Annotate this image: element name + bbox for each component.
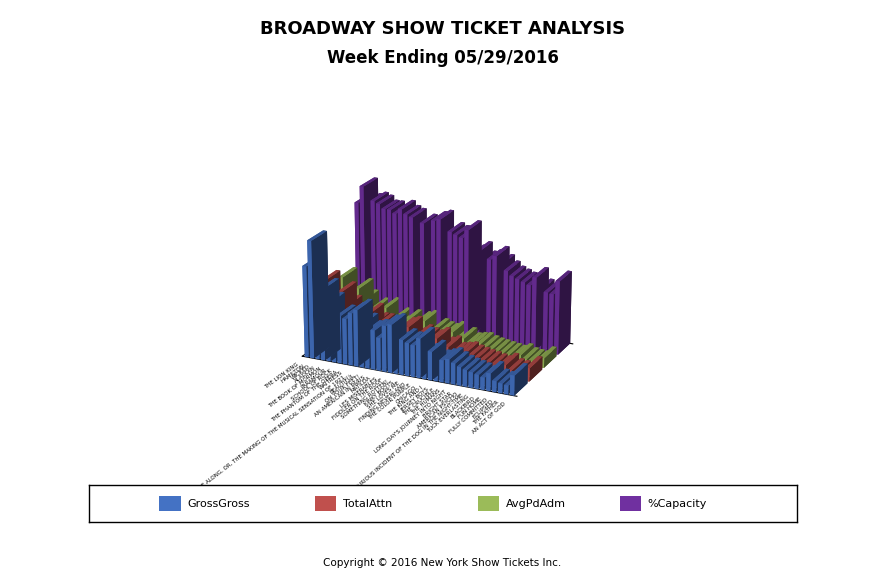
Bar — [315, 496, 336, 511]
Text: AvgPdAdm: AvgPdAdm — [506, 499, 566, 509]
Bar — [159, 496, 181, 511]
Text: Week Ending 05/29/2016: Week Ending 05/29/2016 — [327, 49, 558, 67]
Text: Copyright © 2016 New York Show Tickets Inc.: Copyright © 2016 New York Show Tickets I… — [323, 559, 562, 568]
Text: TotalAttn: TotalAttn — [343, 499, 393, 509]
Text: GrossGross: GrossGross — [188, 499, 250, 509]
Bar — [478, 496, 499, 511]
Bar — [620, 496, 641, 511]
Text: %Capacity: %Capacity — [648, 499, 707, 509]
Text: BROADWAY SHOW TICKET ANALYSIS: BROADWAY SHOW TICKET ANALYSIS — [260, 20, 625, 38]
